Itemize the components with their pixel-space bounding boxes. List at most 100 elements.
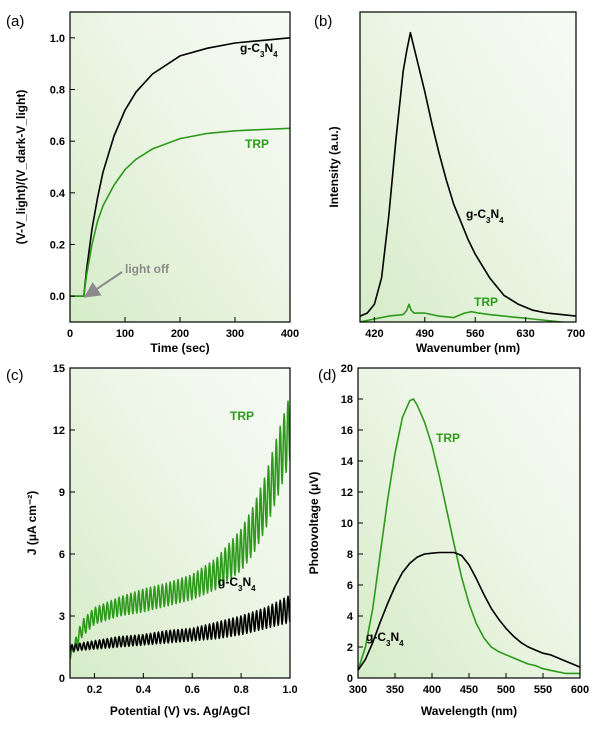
y-tick-label: 4 — [347, 611, 354, 623]
y-tick-label: 15 — [53, 363, 65, 375]
y-tick-label: 9 — [59, 487, 65, 499]
x-tick-label: 600 — [571, 684, 589, 696]
series-label-trp: TRP — [245, 137, 269, 151]
y-tick-label: 12 — [53, 425, 65, 437]
x-axis-label: Time (sec) — [150, 341, 209, 355]
series-label-trp: TRP — [474, 295, 498, 309]
panel-label: (b) — [314, 13, 332, 30]
label-part: 3 — [238, 584, 243, 593]
x-tick-label: 630 — [516, 328, 534, 340]
series-label-gc3n4: g-C3N4 — [240, 41, 278, 59]
x-tick-label: 450 — [460, 684, 478, 696]
label-part: N — [264, 41, 273, 55]
series-line-gc3n4 — [70, 595, 290, 652]
label-part: N — [490, 207, 499, 221]
series-line-gc3n4 — [358, 551, 580, 671]
x-tick-label: 500 — [497, 684, 515, 696]
y-tick-label: 12 — [341, 487, 353, 499]
x-tick-label: 0.6 — [185, 684, 200, 696]
y-tick-label: 0.2 — [50, 240, 65, 252]
label-part: g-C — [466, 207, 486, 221]
x-tick-label: 400 — [423, 684, 441, 696]
x-tick-label: 300 — [349, 684, 367, 696]
y-tick-label: 14 — [341, 456, 354, 468]
x-tick-label: 100 — [116, 328, 134, 340]
light-off-arrow — [83, 271, 123, 298]
x-axis-label: Potential (V) vs. Ag/AgCl — [110, 704, 250, 718]
y-axis-label: Intensity (a.u.) — [327, 126, 341, 207]
x-axis-label: Wavenumber (nm) — [416, 341, 520, 355]
y-tick-label: 10 — [341, 518, 353, 530]
y-axis-label: J (μA cm⁻²) — [25, 491, 39, 556]
x-tick-label: 400 — [281, 328, 299, 340]
y-tick-label: 0 — [59, 673, 65, 685]
panel-c: 0.2 0.4 0.6 0.8 1.0 0 3 6 9 12 15 Potential (V) vs.… — [6, 363, 298, 718]
label-part: g-C — [366, 630, 386, 644]
y-tick-label: 3 — [59, 611, 65, 623]
y-tick-label: 16 — [341, 425, 353, 437]
label-part: 4 — [273, 50, 278, 59]
series-label-gc3n4: g-C3N4 — [366, 630, 404, 648]
y-tick-label: 6 — [347, 580, 353, 592]
y-tick-label: 18 — [341, 394, 353, 406]
x-tick-label: 700 — [567, 328, 585, 340]
panel-d: 300 350 400 450 500 550 600 0 2 4 6 8 10 12 14 16 18 20 Wa… — [307, 363, 589, 718]
x-tick-label: 0 — [67, 328, 73, 340]
x-tick-label: 350 — [386, 684, 404, 696]
x-tick-label: 0.4 — [136, 684, 152, 696]
series-line-trp — [70, 400, 290, 660]
series-group — [360, 31, 576, 322]
panel-a: 0 100 200 300 400 0.0 0.2 0.4 0.6 0.8 1.0 Time (sec… — [6, 11, 299, 355]
series-label-gc3n4: g-C3N4 — [466, 207, 504, 225]
label-part: g-C — [240, 41, 260, 55]
x-tick-label: 1.0 — [282, 684, 297, 696]
plot-background — [70, 12, 290, 322]
y-tick-label: 0 — [347, 673, 353, 685]
plot-background — [358, 368, 580, 678]
y-tick-label: 0.8 — [50, 85, 65, 97]
label-part: 3 — [386, 639, 391, 648]
series-line-gc3n4 — [360, 31, 576, 317]
series-group — [70, 400, 290, 660]
y-axis-label: Photovoltage (μV) — [307, 472, 321, 575]
label-part: 4 — [499, 216, 504, 225]
x-tick-label: 550 — [534, 684, 552, 696]
series-label-trp: TRP — [436, 431, 460, 445]
plot-background — [360, 12, 576, 322]
label-part: N — [390, 630, 399, 644]
light-off-label: light off — [125, 262, 170, 276]
label-part: 4 — [399, 639, 404, 648]
x-tick-label: 490 — [416, 328, 434, 340]
y-tick-label: 1.0 — [50, 33, 65, 45]
y-tick-label: 2 — [347, 642, 353, 654]
y-tick-label: 8 — [347, 549, 353, 561]
x-tick-label: 560 — [466, 328, 484, 340]
y-tick-label: 0.6 — [50, 136, 65, 148]
x-tick-label: 420 — [365, 328, 383, 340]
y-axis-label: (V-V_light)/(V_dark-V_light) — [14, 90, 28, 245]
label-part: 3 — [486, 216, 491, 225]
y-tick-label: 20 — [341, 363, 353, 375]
y-tick-label: 0.4 — [50, 188, 66, 200]
plot-frame — [359, 11, 577, 323]
x-tick-label: 0.2 — [87, 684, 102, 696]
series-label-gc3n4: g-C3N4 — [218, 575, 256, 593]
series-line-trp — [360, 303, 570, 322]
label-part: 4 — [251, 584, 256, 593]
panel-label: (d) — [318, 367, 336, 384]
series-line-trp — [358, 398, 580, 675]
x-tick-label: 0.8 — [233, 684, 248, 696]
label-part: g-C — [218, 575, 238, 589]
x-tick-label: 200 — [171, 328, 189, 340]
y-tick-label: 6 — [59, 549, 65, 561]
x-tick-label: 300 — [226, 328, 244, 340]
label-part: N — [242, 575, 251, 589]
series-group — [358, 398, 580, 675]
y-tick-label: 0.0 — [50, 291, 65, 303]
plot-frame — [69, 367, 291, 679]
series-label-trp: TRP — [230, 409, 254, 423]
panel-label: (a) — [6, 13, 24, 30]
panel-label: (c) — [6, 367, 24, 384]
